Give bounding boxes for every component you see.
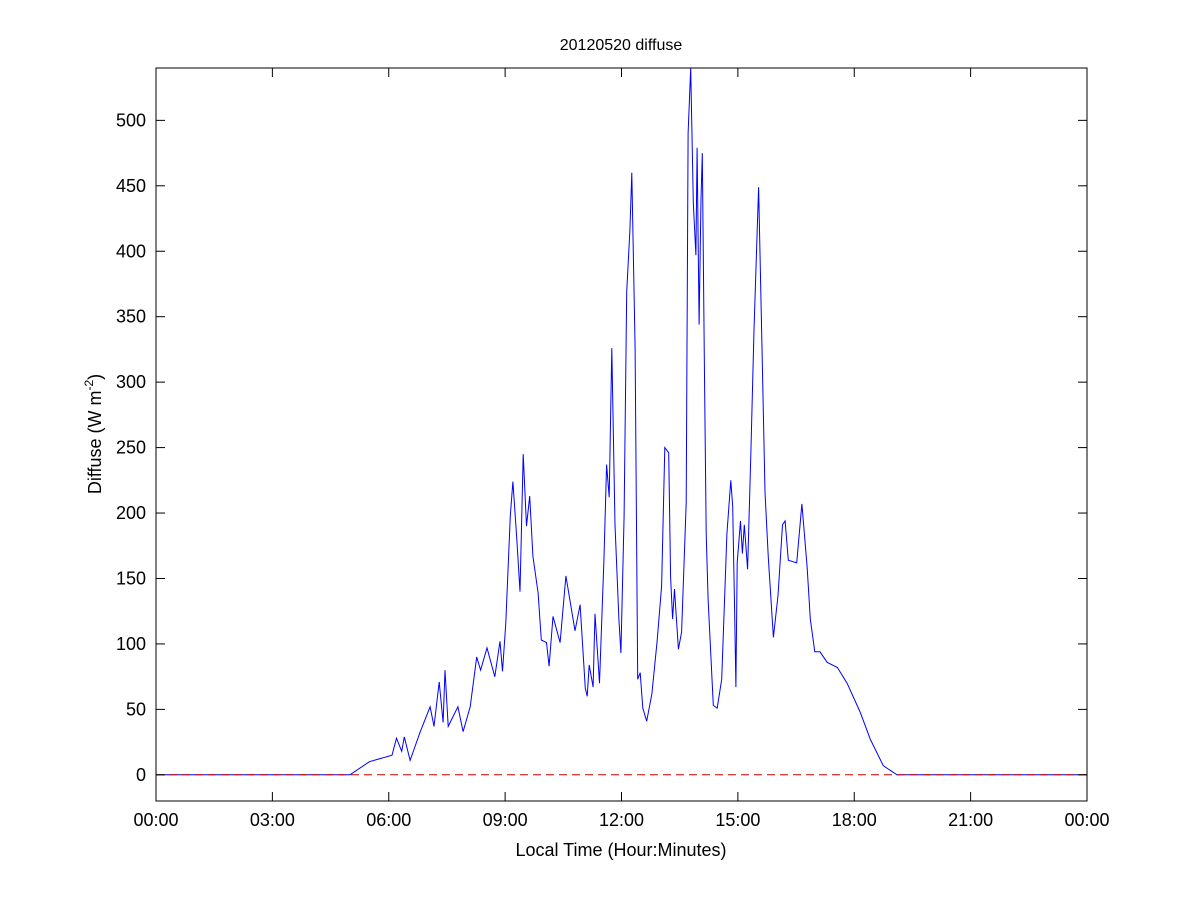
x-tick-label: 12:00	[599, 810, 644, 830]
y-tick-label: 150	[116, 568, 146, 588]
x-tick-label: 00:00	[133, 810, 178, 830]
y-tick-label: 250	[116, 438, 146, 458]
y-axis: 0 50 100 150 200 250 300 350 400 450 500	[116, 110, 1087, 785]
x-tick-label: 00:00	[1064, 810, 1109, 830]
x-tick-label: 09:00	[483, 810, 528, 830]
y-axis-label-suffix: )	[85, 374, 105, 380]
y-tick-label: 400	[116, 241, 146, 261]
y-tick-label: 300	[116, 372, 146, 392]
x-tick-label: 15:00	[715, 810, 760, 830]
y-tick-label: 500	[116, 110, 146, 130]
y-tick-label: 0	[136, 765, 146, 785]
x-tick-label: 21:00	[948, 810, 993, 830]
y-tick-label: 50	[126, 699, 146, 719]
y-tick-label: 100	[116, 634, 146, 654]
y-tick-label: 450	[116, 176, 146, 196]
chart-title: 20120520 diffuse	[560, 37, 683, 54]
plot-background	[156, 68, 1087, 801]
x-tick-label: 03:00	[250, 810, 295, 830]
y-tick-label: 350	[116, 307, 146, 327]
x-axis: 00:00 03:00 06:00 09:00 12:00 15:00 18:00 21:00…	[133, 68, 1110, 830]
diffuse-series-line	[156, 67, 1087, 776]
plot-area	[155, 67, 1088, 802]
y-axis-label: Diffuse (W m-2)	[82, 374, 105, 494]
y-axis-label-superscript: -2	[82, 379, 96, 390]
x-tick-label: 18:00	[832, 810, 877, 830]
x-axis-label: Local Time (Hour:Minutes)	[515, 840, 726, 860]
y-tick-label: 200	[116, 503, 146, 523]
x-tick-label: 06:00	[366, 810, 411, 830]
y-axis-label-main: Diffuse (W m	[85, 390, 105, 494]
